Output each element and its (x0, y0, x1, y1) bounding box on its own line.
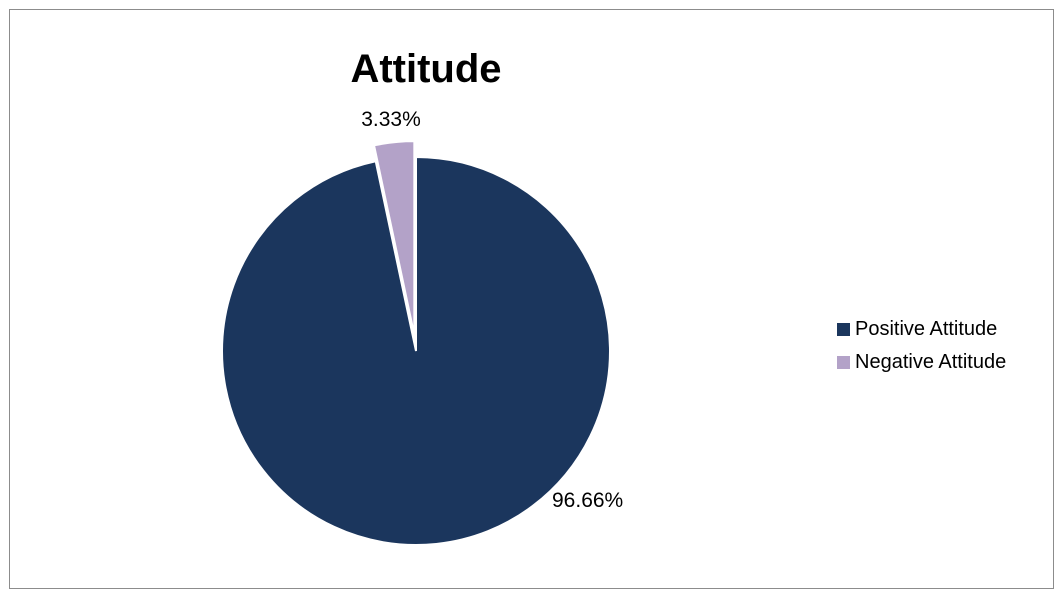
data-label-negative-attitude: 3.33% (361, 108, 421, 131)
legend-swatch-positive (837, 323, 850, 336)
legend-label-negative: Negative Attitude (855, 351, 1007, 373)
legend-swatch-negative (837, 356, 850, 369)
data-label-positive-attitude: 96.66% (552, 489, 623, 512)
legend: Positive Attitude Negative Attitude (837, 313, 1006, 379)
legend-label-positive: Positive Attitude (855, 318, 998, 340)
legend-item-positive: Positive Attitude (837, 313, 1006, 346)
pie-slice-positive-attitude (221, 155, 611, 546)
legend-item-negative: Negative Attitude (837, 346, 1006, 379)
pie-slice-negative-attitude (372, 140, 416, 336)
chart-title: Attitude (350, 47, 502, 91)
